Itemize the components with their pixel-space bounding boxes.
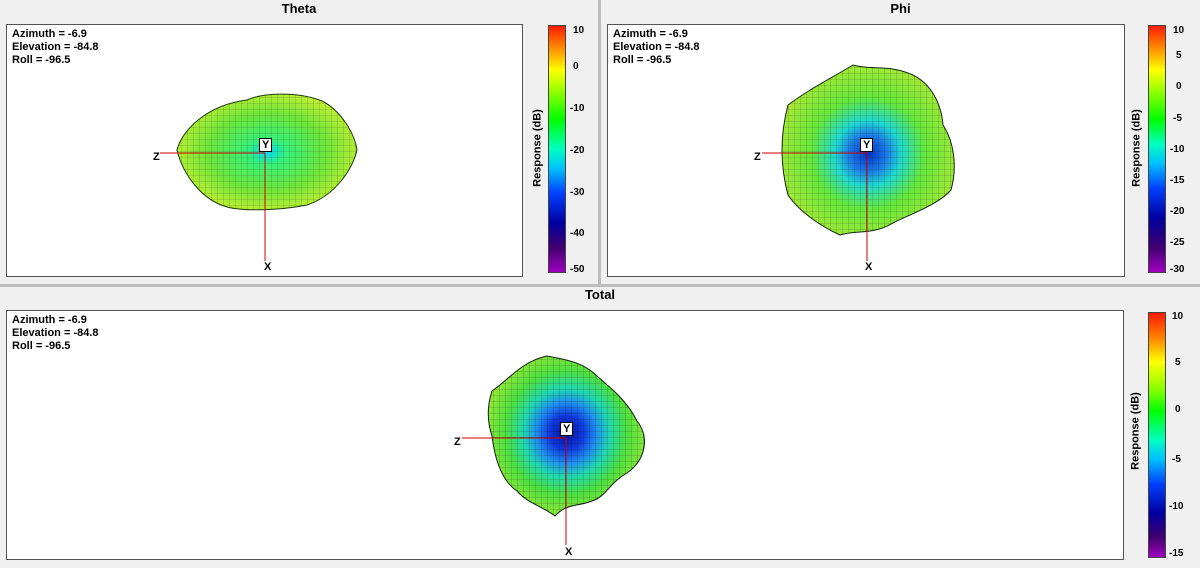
phi-pane: Phi Azimuth = -6.9 Elevation = -84.8 Rol…	[601, 0, 1200, 284]
vertical-divider[interactable]	[598, 0, 601, 284]
theta-z-axis-label: Z	[153, 151, 160, 163]
total-title: Total	[584, 287, 616, 302]
phi-tick: -5	[1173, 113, 1182, 124]
total-y-axis-label: Y	[560, 422, 574, 436]
total-colorbar-title: Response (dB)	[1129, 392, 1142, 470]
theta-roll: Roll = -96.5	[12, 54, 71, 66]
theta-tick: -20	[570, 145, 585, 156]
total-tick: 10	[1172, 311, 1184, 322]
theta-title: Theta	[281, 1, 317, 16]
total-tick: -15	[1169, 548, 1184, 559]
phi-orientation-info: Azimuth = -6.9 Elevation = -84.8 Roll = …	[613, 28, 700, 67]
theta-tick: -10	[570, 103, 585, 114]
phi-tick: -15	[1170, 175, 1185, 186]
phi-tick: 10	[1173, 25, 1185, 36]
total-x-axis-label: X	[565, 546, 573, 558]
phi-tick: 0	[1176, 81, 1182, 92]
phi-elevation: Elevation = -84.8	[613, 41, 700, 53]
theta-tick: 10	[573, 25, 585, 36]
phi-tick: 5	[1176, 50, 1182, 61]
phi-x-axis-label: X	[865, 261, 873, 273]
theta-tick: -40	[570, 228, 585, 239]
total-tick: -10	[1169, 501, 1184, 512]
theta-pane: Theta Azimuth = -6.9 Elevation = -84.8 R…	[0, 0, 598, 284]
total-azimuth: Azimuth = -6.9	[12, 314, 87, 326]
theta-azimuth: Azimuth = -6.9	[12, 28, 87, 40]
phi-colorbar-title: Response (dB)	[1130, 109, 1143, 187]
phi-y-axis-label: Y	[860, 138, 874, 152]
theta-tick: -30	[570, 187, 585, 198]
theta-elevation: Elevation = -84.8	[12, 41, 99, 53]
theta-colorbar	[548, 25, 566, 273]
phi-roll: Roll = -96.5	[613, 54, 672, 66]
theta-x-axis-label: X	[264, 261, 272, 273]
phi-tick: -25	[1170, 237, 1185, 248]
theta-y-axis-label: Y	[259, 138, 273, 152]
total-tick: 5	[1175, 357, 1181, 368]
total-roll: Roll = -96.5	[12, 340, 71, 352]
horizontal-divider[interactable]	[0, 284, 1200, 287]
phi-tick: -10	[1170, 144, 1185, 155]
total-tick: 0	[1175, 404, 1181, 415]
total-z-axis-label: Z	[454, 436, 461, 448]
phi-z-axis-label: Z	[754, 151, 761, 163]
theta-plot-area[interactable]: Azimuth = -6.9 Elevation = -84.8 Roll = …	[6, 24, 523, 277]
total-elevation: Elevation = -84.8	[12, 327, 99, 339]
phi-tick: -20	[1170, 206, 1185, 217]
phi-tick: -30	[1170, 264, 1185, 275]
theta-tick: -50	[570, 264, 585, 275]
theta-tick: 0	[573, 61, 579, 72]
theta-colorbar-title: Response (dB)	[531, 109, 544, 187]
total-plot-area[interactable]: Azimuth = -6.9 Elevation = -84.8 Roll = …	[6, 310, 1124, 560]
phi-azimuth: Azimuth = -6.9	[613, 28, 688, 40]
total-colorbar	[1148, 312, 1166, 558]
total-orientation-info: Azimuth = -6.9 Elevation = -84.8 Roll = …	[12, 314, 99, 353]
total-3d-pattern	[462, 355, 645, 545]
total-pane: Total Azimuth = -6.9 Elevation = -84.8 R…	[0, 287, 1200, 568]
theta-orientation-info: Azimuth = -6.9 Elevation = -84.8 Roll = …	[12, 28, 99, 67]
phi-colorbar	[1148, 25, 1166, 273]
phi-plot-area[interactable]: Azimuth = -6.9 Elevation = -84.8 Roll = …	[607, 24, 1125, 277]
total-tick: -5	[1172, 454, 1181, 465]
phi-title: Phi	[890, 1, 911, 16]
